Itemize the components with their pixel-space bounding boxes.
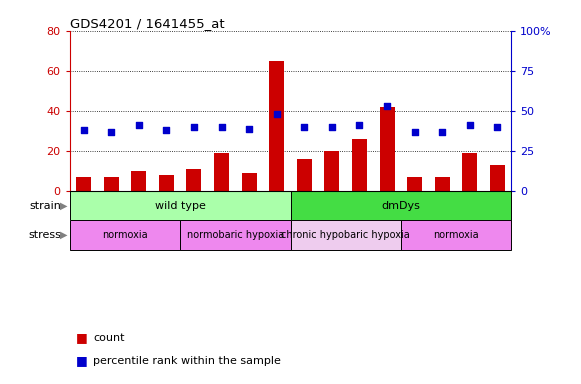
Point (189, 124, 199, 130)
Text: ■: ■ (76, 331, 87, 344)
Bar (103, 177, 119, 191)
Bar (131, 171, 146, 191)
Text: normoxia: normoxia (433, 230, 479, 240)
Bar (346, 191, 374, 193)
Bar (70, 220, 180, 250)
Bar (318, 191, 346, 193)
Bar (76, 177, 91, 191)
Text: percentile rank within the sample: percentile rank within the sample (93, 356, 281, 366)
Point (300, 124, 309, 130)
Bar (242, 173, 257, 191)
Bar (379, 107, 394, 191)
Bar (407, 177, 422, 191)
Point (327, 124, 336, 130)
Point (134, 122, 144, 129)
Bar (159, 175, 174, 191)
Text: stress: stress (28, 230, 61, 240)
Text: ▶: ▶ (60, 201, 68, 211)
Bar (352, 139, 367, 191)
Bar (401, 191, 429, 193)
Bar (290, 220, 401, 250)
Bar (214, 153, 229, 191)
Text: wild type: wild type (155, 201, 206, 211)
Bar (70, 191, 98, 193)
Bar (490, 165, 505, 191)
Bar (180, 220, 290, 250)
Text: dmDys: dmDys (382, 201, 420, 211)
Bar (462, 153, 478, 191)
Bar (152, 191, 180, 193)
Point (437, 129, 447, 135)
Point (493, 124, 502, 130)
Point (245, 126, 254, 132)
Point (162, 127, 171, 133)
Bar (187, 169, 202, 191)
Point (106, 129, 116, 135)
Point (465, 122, 475, 129)
Bar (269, 61, 284, 191)
Text: count: count (93, 333, 124, 343)
Point (272, 111, 281, 117)
Bar (324, 151, 339, 191)
Text: ▶: ▶ (60, 230, 68, 240)
Bar (374, 191, 401, 193)
Bar (70, 191, 290, 220)
Text: normobaric hypoxia: normobaric hypoxia (187, 230, 284, 240)
Text: normoxia: normoxia (102, 230, 148, 240)
Text: chronic hypobaric hypoxia: chronic hypobaric hypoxia (281, 230, 410, 240)
Text: strain: strain (29, 201, 61, 211)
Bar (401, 220, 511, 250)
Point (382, 103, 392, 109)
Bar (263, 191, 290, 193)
Bar (98, 191, 125, 193)
Bar (297, 159, 312, 191)
Bar (484, 191, 511, 193)
Bar (290, 191, 318, 193)
Text: ■: ■ (76, 354, 87, 367)
Bar (429, 191, 456, 193)
Point (217, 124, 226, 130)
Text: GDS4201 / 1641455_at: GDS4201 / 1641455_at (70, 17, 224, 30)
Bar (435, 177, 450, 191)
Bar (125, 191, 152, 193)
Point (355, 122, 364, 129)
Bar (456, 191, 484, 193)
Bar (180, 191, 208, 193)
Bar (208, 191, 235, 193)
Bar (290, 191, 511, 220)
Point (410, 129, 419, 135)
Bar (235, 191, 263, 193)
Point (79, 127, 88, 133)
